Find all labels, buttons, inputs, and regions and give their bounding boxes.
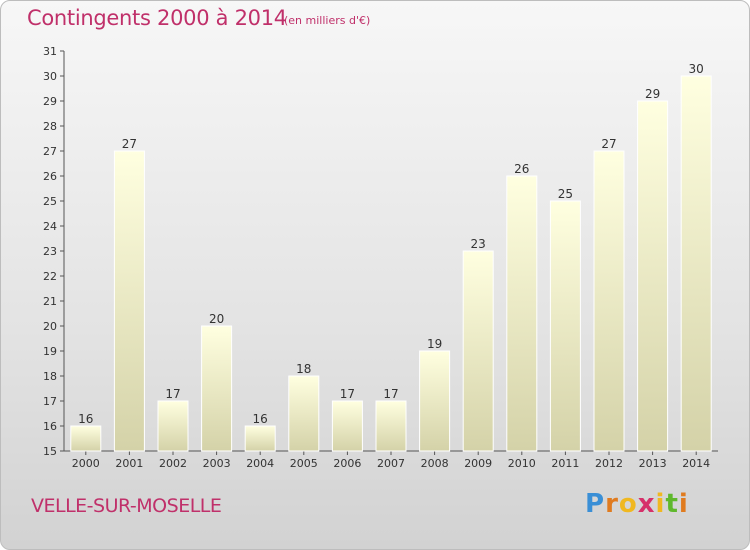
y-tick-label: 24	[43, 220, 57, 233]
data-label: 19	[427, 337, 442, 351]
x-tick-label: 2001	[115, 457, 143, 470]
x-tick-label: 2009	[464, 457, 492, 470]
y-tick-label: 25	[43, 195, 57, 208]
y-tick-label: 20	[43, 320, 57, 333]
bar-2011	[549, 200, 581, 452]
bar-2014	[680, 75, 712, 452]
y-tick-label: 18	[43, 370, 57, 383]
bars	[70, 75, 712, 452]
data-label: 17	[383, 387, 398, 401]
data-label: 17	[165, 387, 180, 401]
y-tick-label: 22	[43, 270, 57, 283]
bar-2004	[244, 425, 276, 452]
data-label: 27	[601, 137, 616, 151]
value-labels: 16 27 17 20 16 18 17 17 19 23 26 25 27 29 30	[78, 62, 704, 426]
x-tick-label: 2005	[290, 457, 318, 470]
y-tick-label: 15	[43, 445, 57, 458]
bar-2002	[157, 400, 189, 452]
bar-2003	[201, 325, 233, 452]
bar-2012	[593, 150, 625, 452]
bar-2009	[462, 250, 494, 452]
data-label: 18	[296, 362, 311, 376]
x-tick-label: 2007	[377, 457, 405, 470]
x-tick-label: 2014	[682, 457, 710, 470]
x-tick-label: 2002	[159, 457, 187, 470]
x-tick-label: 2003	[203, 457, 231, 470]
x-tick-label: 2012	[595, 457, 623, 470]
x-tick-label: 2000	[72, 457, 100, 470]
data-label: 16	[78, 412, 93, 426]
data-label: 30	[689, 62, 704, 76]
bar-2006	[331, 400, 363, 452]
data-label: 23	[471, 237, 486, 251]
bar-2005	[288, 375, 320, 452]
place-name: VELLE-SUR-MOSELLE	[31, 495, 222, 517]
x-tick-label: 2004	[246, 457, 274, 470]
y-tick-label: 26	[43, 170, 57, 183]
bar-2013	[637, 100, 669, 452]
y-tick-label: 17	[43, 395, 57, 408]
y-tick-label: 29	[43, 95, 57, 108]
bar-2008	[419, 350, 451, 452]
y-tick-label: 27	[43, 145, 57, 158]
data-label: 16	[253, 412, 268, 426]
x-tick-label: 2011	[551, 457, 579, 470]
proxiti-logo[interactable]: Proxiti	[585, 489, 689, 519]
bar-2010	[506, 175, 538, 452]
x-tick-label: 2010	[508, 457, 536, 470]
x-tick-label: 2013	[639, 457, 667, 470]
data-label: 29	[645, 87, 660, 101]
data-label: 27	[122, 137, 137, 151]
data-label: 20	[209, 312, 224, 326]
y-tick-label: 31	[43, 45, 57, 58]
data-label: 26	[514, 162, 529, 176]
y-tick-label: 28	[43, 120, 57, 133]
bar-2001	[113, 150, 145, 452]
x-tick-label: 2008	[421, 457, 449, 470]
y-tick-label: 16	[43, 420, 57, 433]
data-label: 25	[558, 187, 573, 201]
data-label: 17	[340, 387, 355, 401]
y-tick-label: 23	[43, 245, 57, 258]
y-tick-label: 19	[43, 345, 57, 358]
x-tick-label: 2006	[333, 457, 361, 470]
y-tick-label: 30	[43, 70, 57, 83]
y-tick-label: 21	[43, 295, 57, 308]
axes: 15 16 17 18 19 20 21 22 23 24 25 26 27 28 29 30 31 2000 20…	[43, 45, 718, 470]
bar-2007	[375, 400, 407, 452]
chart-title: Contingents 2000 à 2014	[27, 6, 287, 30]
bar-2000	[70, 425, 102, 452]
chart-subtitle: (en milliers d'€)	[284, 14, 371, 27]
